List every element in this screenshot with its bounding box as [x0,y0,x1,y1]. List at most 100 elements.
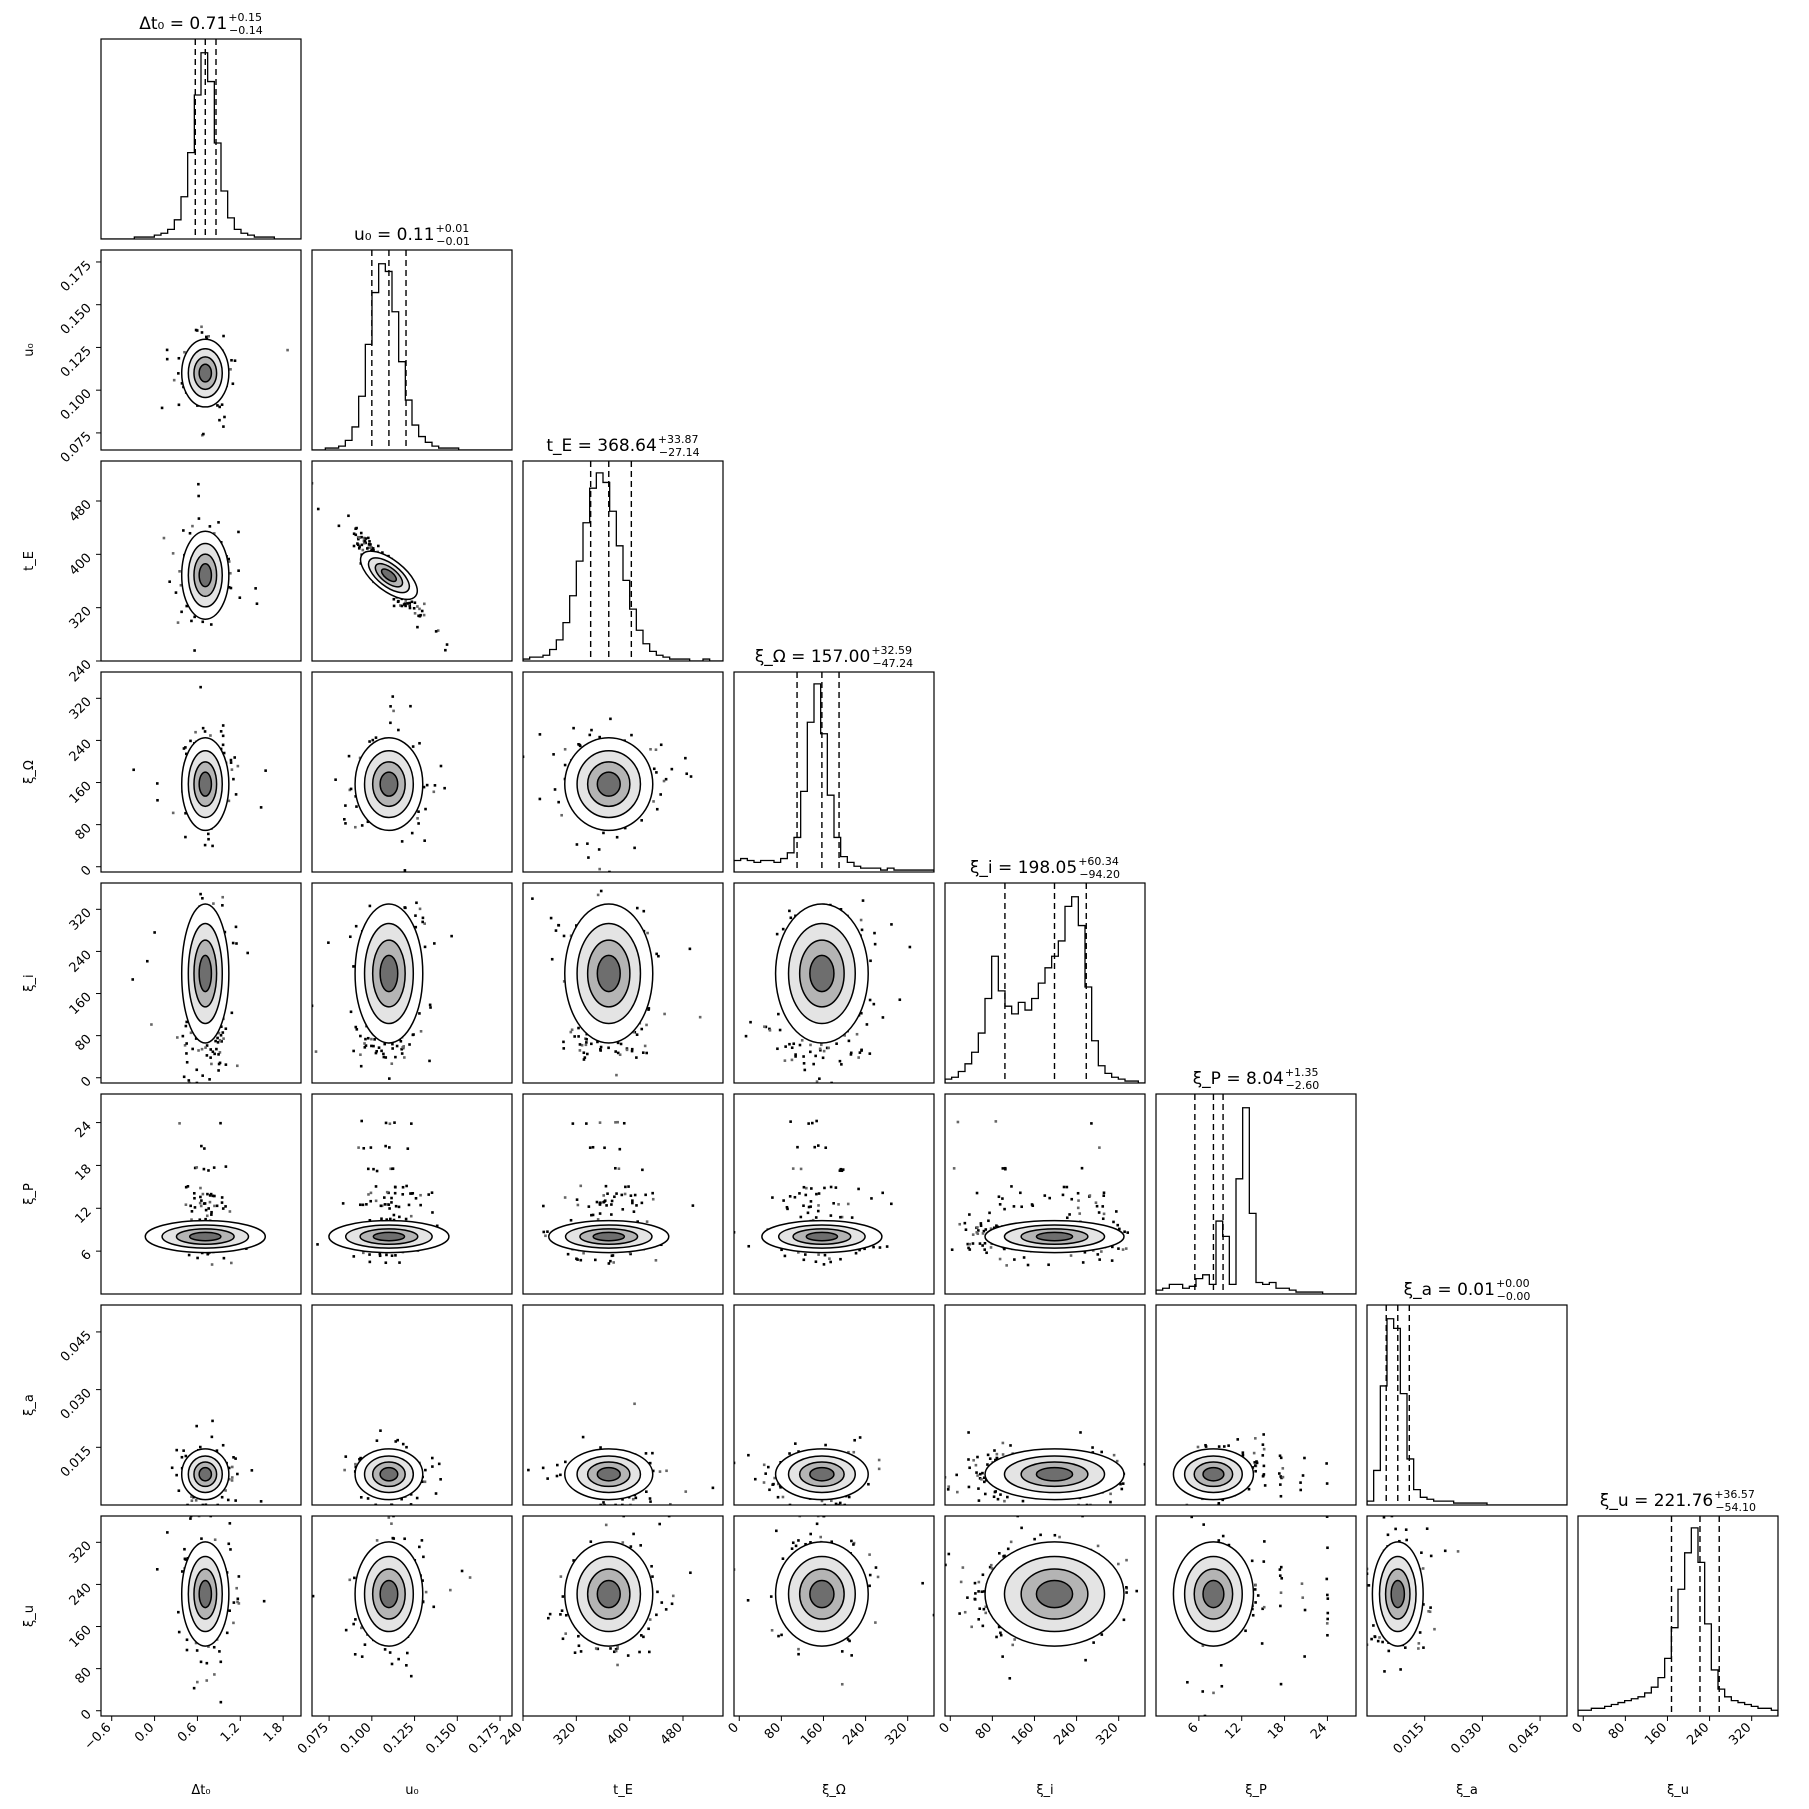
sample-point [175,1448,179,1452]
sample-point [818,1077,821,1081]
sample-point [365,1203,368,1206]
sample-point [211,1194,215,1198]
axes-frame [522,671,724,873]
sample-point [193,1206,197,1209]
sample-point [977,1229,980,1232]
sample-point [1102,1191,1106,1195]
sample-point [202,432,205,436]
sample-point [390,1254,394,1257]
sample-point [374,1185,378,1188]
sample-point [989,1246,993,1249]
sample-point [858,1248,861,1252]
sample-point [640,1027,644,1031]
sample-point [684,756,687,760]
sample-point [590,1213,593,1217]
sample-point [557,800,560,804]
sample-point [231,382,235,386]
axes-frame [100,671,302,873]
sample-point [586,842,589,845]
sample-point [221,895,225,899]
sample-point [372,1044,375,1048]
sample-point [213,1194,216,1198]
sample-point [599,889,603,893]
sample-point [429,1006,432,1009]
sample-point [413,612,417,615]
sample-point [398,1215,401,1219]
sample-point [645,1051,648,1055]
sample-point [227,1466,231,1470]
sample-point [968,1248,972,1251]
sample-point [576,1203,580,1207]
sample-point [199,1204,203,1208]
sample-point [191,1047,194,1051]
sample-point [633,846,636,850]
y-tick-label-xiP: 6 [78,1247,94,1263]
sample-point [354,825,357,829]
title-minus-u0: −0.01 [436,235,470,248]
sample-point [615,1192,618,1195]
sample-point [193,1196,196,1200]
sample-point [394,1204,398,1208]
sample-point [208,1194,212,1197]
sample-point [560,813,563,817]
sample-point [632,1210,636,1213]
sample-point [1117,1247,1120,1250]
sample-point [598,735,601,739]
sample-point [204,1208,208,1212]
sample-point [414,1197,418,1200]
sample-point [218,405,221,409]
sample-point [450,934,453,938]
sample-point [648,1497,652,1500]
sample-point [814,1216,818,1219]
sample-point [383,1042,387,1046]
sample-point [231,941,235,945]
sample-point [857,1056,860,1059]
sample-point [734,1231,736,1234]
sample-point [789,916,793,920]
sample-point [412,606,416,610]
sample-point [418,907,422,911]
sample-point [783,1254,787,1258]
sample-point [1047,1263,1050,1267]
contour-level-3 [596,954,621,993]
sample-point [399,1039,403,1043]
sample-point [172,378,176,382]
sample-point [603,1199,607,1203]
sample-point [1078,1212,1082,1215]
sample-point [204,1046,207,1049]
sample-point [711,1486,715,1490]
sample-point [215,1047,218,1051]
sample-point [789,1120,792,1123]
sample-point [433,942,436,945]
sample-point [425,783,429,787]
sample-point [763,1025,766,1028]
sample-point [400,1047,403,1051]
sample-point [1090,1122,1093,1125]
sample-point [1031,1204,1035,1208]
axes-frame [311,882,513,1084]
sample-point [394,1055,397,1059]
sample-point [397,1205,401,1209]
sample-point [602,1200,605,1204]
histogram-xiOmega [734,683,934,872]
sample-point [645,1023,648,1027]
sample-point [590,728,593,732]
sample-point [235,942,238,945]
sample-point [216,1036,219,1040]
sample-point [205,1054,209,1057]
sample-point [347,754,351,758]
sample-point [182,1075,186,1079]
sample-point [370,1037,373,1041]
sample-point [230,1465,234,1469]
sample-point [829,1260,832,1264]
sample-point [596,1218,600,1221]
sample-point [1115,1210,1118,1213]
sample-point [416,605,419,608]
sample-point [364,1037,367,1041]
sample-point [981,1232,985,1235]
sample-point [184,811,187,815]
sample-point [349,1010,353,1014]
sample-point [186,1185,190,1188]
sample-point [356,542,359,545]
sample-point [201,726,205,730]
